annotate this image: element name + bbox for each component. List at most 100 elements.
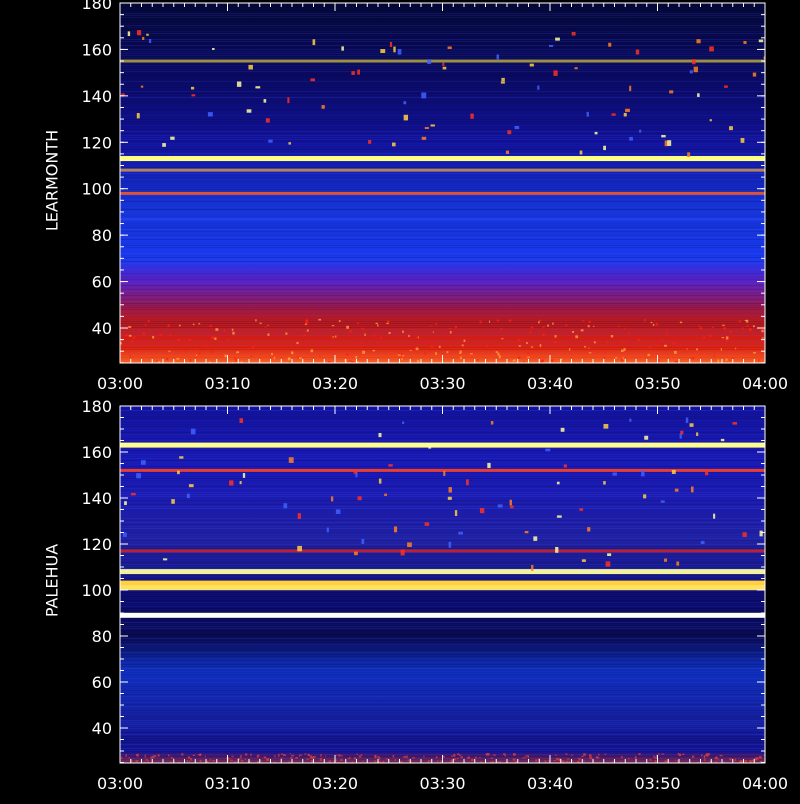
spectrogram-texture-row xyxy=(120,642,765,643)
spectrogram-texture-row xyxy=(120,11,765,12)
noise-speckle xyxy=(209,325,212,328)
noise-speckle xyxy=(349,756,351,760)
spectrogram-texture-row xyxy=(120,225,765,226)
spectrogram-texture-row xyxy=(120,23,765,24)
noise-speckle xyxy=(295,756,298,759)
noise-speckle xyxy=(637,338,640,341)
spectrogram-texture-row xyxy=(120,123,765,124)
spectrogram-texture-row xyxy=(120,237,765,238)
noise-speckle xyxy=(536,349,538,352)
noise-speckle xyxy=(298,357,302,360)
noise-speckle xyxy=(376,756,380,758)
burst-mark xyxy=(603,423,609,429)
noise-speckle xyxy=(539,344,542,348)
y-tick-label: 180 xyxy=(81,397,112,416)
noise-speckle xyxy=(734,758,736,762)
burst-mark xyxy=(696,432,699,436)
spectrogram-texture-row xyxy=(120,115,765,116)
emission-band xyxy=(120,580,765,586)
noise-speckle xyxy=(386,322,389,325)
burst-mark xyxy=(759,530,763,537)
spectrogram-texture-row xyxy=(120,331,765,332)
spectrogram-texture-row xyxy=(120,468,765,469)
burst-mark xyxy=(170,136,175,140)
spectrogram-texture-row xyxy=(120,534,765,535)
spectrogram-texture-row xyxy=(120,153,765,154)
noise-speckle xyxy=(713,354,716,357)
spectrogram-texture-row xyxy=(120,207,765,208)
burst-mark xyxy=(555,546,559,553)
noise-speckle xyxy=(517,356,521,359)
noise-speckle xyxy=(385,758,389,760)
spectrogram-texture-row xyxy=(120,109,765,110)
noise-speckle xyxy=(560,358,563,361)
noise-speckle xyxy=(459,754,462,756)
spectrogram-texture-row xyxy=(120,678,765,679)
spectrogram-texture-row xyxy=(120,85,765,86)
noise-speckle xyxy=(190,757,192,761)
burst-mark xyxy=(424,127,429,130)
noise-speckle xyxy=(479,757,481,759)
spectrogram-texture-row xyxy=(120,690,765,691)
noise-speckle xyxy=(527,356,530,358)
spectrogram-texture-row xyxy=(120,323,765,324)
noise-speckle xyxy=(427,761,429,763)
burst-mark xyxy=(555,37,560,41)
burst-mark xyxy=(579,150,583,155)
x-tick-label: 03:00 xyxy=(97,374,143,393)
noise-speckle xyxy=(486,344,489,348)
noise-speckle xyxy=(198,352,201,355)
burst-mark xyxy=(612,472,617,476)
spectrogram-texture-row xyxy=(120,107,765,108)
noise-speckle xyxy=(198,323,201,325)
noise-speckle xyxy=(298,754,301,757)
noise-speckle xyxy=(493,754,496,756)
noise-speckle xyxy=(320,753,322,757)
noise-speckle xyxy=(437,760,439,763)
noise-speckle xyxy=(657,753,660,755)
noise-speckle xyxy=(725,336,729,340)
y-tick-label: 60 xyxy=(92,273,112,292)
spectrogram-texture-row xyxy=(120,319,765,320)
spectrogram-texture-row xyxy=(120,53,765,54)
spectrogram-texture-row xyxy=(120,297,765,298)
burst-mark xyxy=(321,105,325,109)
spectrogram-panel-palehua: 40 60 80 100 120 140 160 180 03:00 03:10 03:20 03:3… xyxy=(81,397,788,793)
burst-mark xyxy=(700,540,705,545)
noise-speckle xyxy=(429,325,432,327)
burst-mark xyxy=(690,486,694,493)
burst-mark xyxy=(514,126,520,130)
noise-speckle xyxy=(176,357,180,360)
spectrogram-texture-row xyxy=(120,241,765,242)
spectrogram-texture-row xyxy=(120,452,765,453)
burst-mark xyxy=(330,496,334,502)
noise-speckle xyxy=(566,758,570,760)
burst-mark xyxy=(353,469,357,474)
spectrogram-texture-row xyxy=(120,227,765,228)
noise-speckle xyxy=(563,760,565,763)
spectrogram-texture-row xyxy=(120,341,765,342)
spectrogram-texture-row xyxy=(120,666,765,667)
noise-speckle xyxy=(258,754,260,758)
spectrogram-texture-row xyxy=(120,177,765,178)
noise-speckle xyxy=(603,356,605,359)
emission-band xyxy=(120,442,765,448)
noise-speckle xyxy=(705,753,708,756)
noise-speckle xyxy=(527,755,530,759)
spectrogram-texture-row xyxy=(120,21,765,22)
burst-mark xyxy=(458,531,463,535)
noise-speckle xyxy=(479,320,482,324)
burst-mark xyxy=(496,54,500,60)
spectrogram-texture-row xyxy=(120,305,765,306)
spectrogram-texture-row xyxy=(120,430,765,431)
noise-speckle xyxy=(311,756,315,760)
burst-mark xyxy=(427,59,432,65)
noise-speckle xyxy=(755,757,759,760)
noise-speckle xyxy=(604,350,607,353)
noise-speckle xyxy=(508,319,512,322)
x-tick-label: 03:30 xyxy=(419,774,465,793)
burst-mark xyxy=(587,527,591,532)
spectrogram-texture-row xyxy=(120,664,765,665)
burst-mark xyxy=(297,513,301,520)
